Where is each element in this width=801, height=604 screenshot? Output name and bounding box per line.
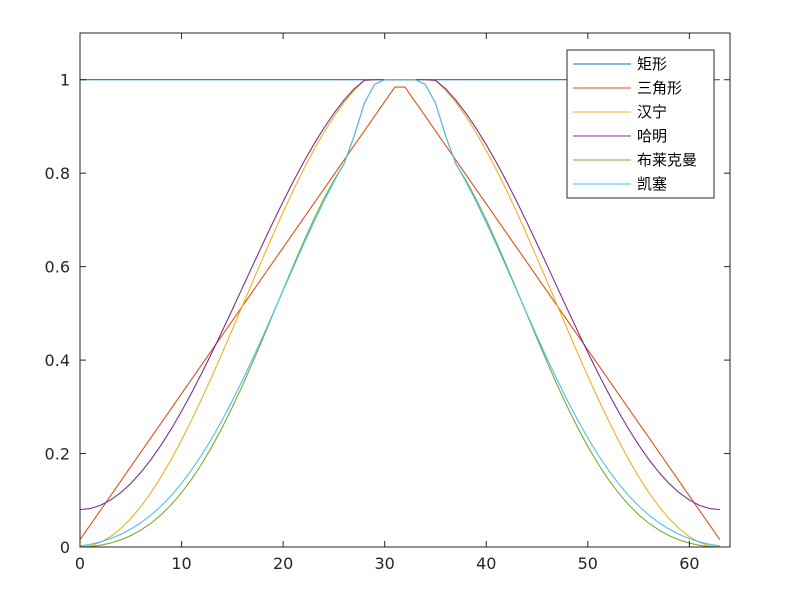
x-tick-label: 10 [171, 554, 191, 573]
series-layer [79, 79, 721, 548]
legend-label: 布莱克曼 [637, 151, 697, 169]
series-line-6 [79, 79, 720, 547]
legend-label: 三角形 [637, 79, 682, 97]
x-tick-label: 50 [578, 554, 598, 573]
y-tick-label: 0.8 [45, 164, 70, 183]
series-line-2 [79, 86, 721, 541]
y-tick-label: 0.2 [45, 445, 70, 464]
legend-label: 矩形 [637, 55, 667, 73]
y-tick-label: 0 [60, 538, 70, 557]
y-tick-label: 1 [60, 71, 70, 90]
axes-layer: 0 10 20 30 40 50 60 0 0.2 0.4 0.6 0.8 1 [45, 32, 731, 573]
legend-label: 汉宁 [637, 103, 667, 121]
x-tick-label: 30 [375, 554, 395, 573]
x-tick-label: 60 [679, 554, 699, 573]
x-tick-label: 40 [476, 554, 496, 573]
y-tick-label: 0.6 [45, 258, 70, 277]
axes-box [79, 32, 731, 548]
x-tick-label: 20 [273, 554, 293, 573]
legend-box [566, 49, 715, 199]
legend-label: 凯塞 [637, 175, 667, 193]
x-tick-label: 0 [75, 554, 85, 573]
y-tick-label: 0.4 [45, 351, 70, 370]
legend-label: 哈明 [637, 127, 667, 145]
